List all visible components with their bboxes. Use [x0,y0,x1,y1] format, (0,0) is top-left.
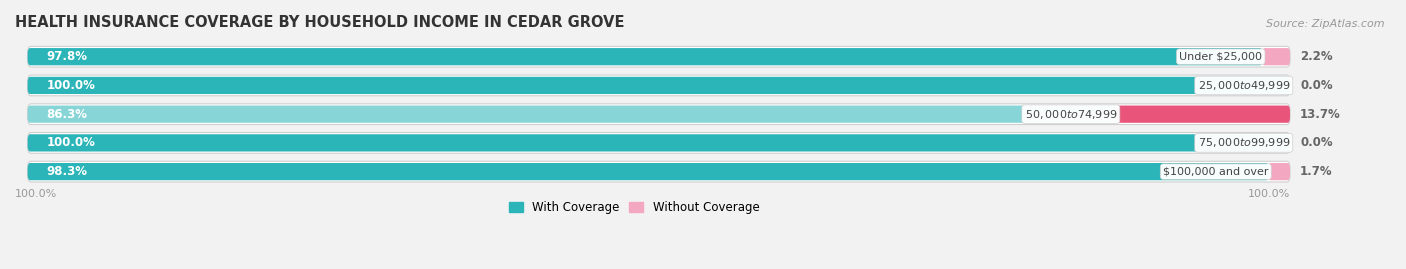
Legend: With Coverage, Without Coverage: With Coverage, Without Coverage [509,201,759,214]
FancyBboxPatch shape [28,75,1291,96]
Text: 100.0%: 100.0% [46,79,96,92]
FancyBboxPatch shape [1263,48,1291,65]
Text: 98.3%: 98.3% [46,165,87,178]
Text: Under $25,000: Under $25,000 [1180,52,1263,62]
Text: 13.7%: 13.7% [1301,108,1341,121]
Text: $25,000 to $49,999: $25,000 to $49,999 [1198,79,1291,92]
Text: 1.7%: 1.7% [1301,165,1333,178]
Text: 97.8%: 97.8% [46,50,87,63]
Text: HEALTH INSURANCE COVERAGE BY HOUSEHOLD INCOME IN CEDAR GROVE: HEALTH INSURANCE COVERAGE BY HOUSEHOLD I… [15,15,624,30]
Text: 2.2%: 2.2% [1301,50,1333,63]
FancyBboxPatch shape [28,77,1291,94]
FancyBboxPatch shape [28,134,1291,151]
Text: 86.3%: 86.3% [46,108,87,121]
FancyBboxPatch shape [28,163,1268,180]
Text: 100.0%: 100.0% [1247,189,1291,199]
FancyBboxPatch shape [28,48,1263,65]
Text: $75,000 to $99,999: $75,000 to $99,999 [1198,136,1291,149]
FancyBboxPatch shape [1116,105,1291,123]
FancyBboxPatch shape [28,105,1116,123]
Text: 100.0%: 100.0% [46,136,96,149]
Text: 0.0%: 0.0% [1301,79,1333,92]
FancyBboxPatch shape [28,104,1291,125]
FancyBboxPatch shape [28,133,1291,153]
Text: 100.0%: 100.0% [15,189,58,199]
FancyBboxPatch shape [28,46,1291,67]
FancyBboxPatch shape [1268,163,1291,180]
Text: $100,000 and over: $100,000 and over [1163,167,1268,177]
FancyBboxPatch shape [28,161,1291,182]
Text: Source: ZipAtlas.com: Source: ZipAtlas.com [1267,19,1385,29]
Text: $50,000 to $74,999: $50,000 to $74,999 [1025,108,1116,121]
Text: 0.0%: 0.0% [1301,136,1333,149]
